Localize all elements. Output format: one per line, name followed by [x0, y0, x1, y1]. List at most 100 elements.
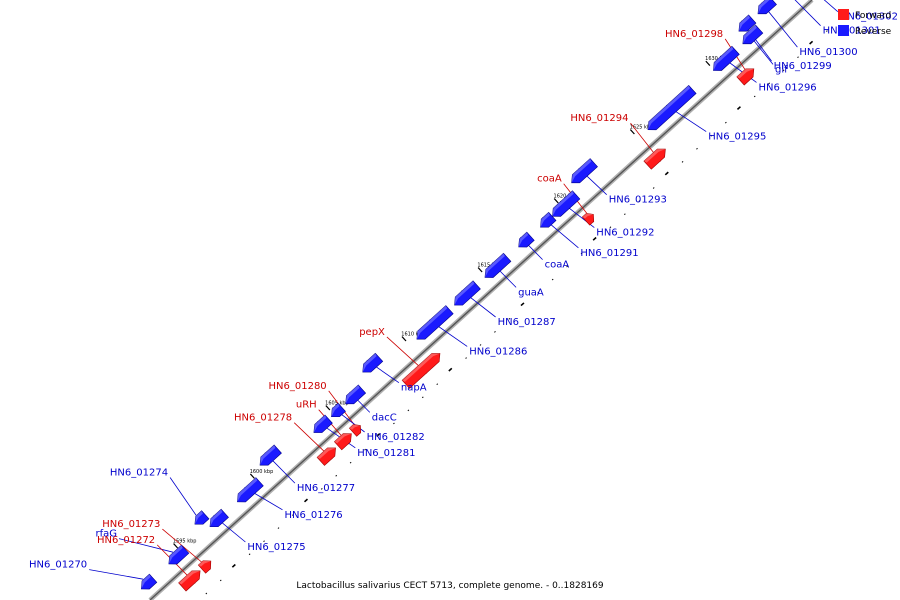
- gene-highlight: [552, 190, 574, 217]
- gene-label: HN6_01287: [498, 317, 556, 328]
- gene-highlight: [313, 415, 327, 433]
- gene-highlight: [334, 433, 352, 444]
- gene-label: pepX: [359, 327, 385, 338]
- gene-highlight: [484, 253, 505, 278]
- gene-highlight: [647, 85, 691, 130]
- gene-reverse-arrow: [362, 352, 384, 373]
- kbp-tick: [401, 336, 407, 342]
- gene-highlight: [198, 560, 211, 567]
- legend: Forward Reverse: [838, 9, 892, 37]
- gene-highlight: [402, 353, 440, 382]
- scale-tick-minor: [652, 187, 655, 189]
- gene-body: [416, 305, 454, 340]
- gene-features: [140, 0, 777, 592]
- kbp-tick-label: 1615 kbp: [477, 263, 501, 269]
- scale-tick-minor: [465, 357, 467, 359]
- gene-reverse-arrow: [742, 24, 764, 45]
- gene-body: [454, 280, 481, 306]
- gene-highlight: [331, 403, 340, 417]
- scale-tick-minor: [436, 383, 439, 386]
- legend-forward-label: Forward: [855, 11, 891, 21]
- gene-body: [581, 212, 595, 226]
- gene-reverse-arrow: [647, 84, 697, 131]
- gene-label: coaA: [537, 174, 562, 185]
- scale-tick-minor: [782, 69, 785, 72]
- gene-leader-line: [89, 569, 144, 580]
- gene-reverse-arrow: [331, 402, 346, 418]
- gene-reverse-arrow: [540, 211, 557, 228]
- scale-tick-minor: [638, 200, 641, 202]
- gene-label: HN6_01270: [29, 560, 87, 571]
- gene-highlight: [416, 305, 448, 340]
- gene-label: dacC: [372, 412, 397, 423]
- gene-highlight: [518, 232, 529, 247]
- gene-highlight: [757, 0, 771, 14]
- scale-tick-minor: [277, 527, 280, 529]
- gene-body: [237, 477, 264, 503]
- kbp-tick: [705, 60, 711, 66]
- gene-forward-arrow: [348, 424, 362, 437]
- gene-body: [333, 433, 352, 451]
- gene-label: napA: [401, 383, 427, 394]
- gene-label: HN6_01291: [580, 248, 638, 259]
- scale-tick-minor: [364, 448, 366, 451]
- scale-tick-minor: [335, 474, 338, 477]
- gene-reverse-arrow: [571, 158, 598, 184]
- gene-reverse-arrow: [209, 508, 229, 528]
- scale-tick-major: [520, 302, 525, 307]
- gene-body: [178, 570, 201, 592]
- scale-tick-minor: [349, 461, 352, 464]
- gene-highlight: [178, 570, 201, 585]
- scale-tick-major: [448, 367, 453, 372]
- scale-tick-minor: [421, 396, 424, 399]
- gene-body: [713, 45, 740, 71]
- gene-label: HN6_01276: [285, 510, 343, 521]
- kbp-tick: [173, 543, 179, 549]
- tick-labels: 1595 kbp 1600 kbp 1605 kbp 1610 kbp 1615 kbp…: [173, 56, 729, 544]
- minor-ticks: [205, 30, 828, 595]
- scale-tick-minor: [768, 82, 771, 85]
- gene-label: HN6_01298: [665, 29, 723, 40]
- scale-tick-minor: [537, 291, 540, 294]
- scale-tick-minor: [753, 95, 756, 98]
- scale-tick-minor: [623, 213, 626, 216]
- gene-body: [168, 544, 190, 565]
- gene-highlight: [362, 353, 377, 373]
- gene-highlight: [454, 280, 475, 306]
- gene-forward-arrow: [643, 148, 666, 170]
- gene-body: [643, 148, 666, 170]
- gene-reverse-arrow: [552, 190, 581, 217]
- scale-tick-minor: [292, 514, 294, 516]
- kbp-tick: [477, 267, 483, 273]
- gene-reverse-arrow: [313, 414, 333, 433]
- scale-tick-minor: [407, 409, 410, 412]
- scale-tick-minor: [205, 592, 208, 595]
- gene-body: [313, 414, 333, 433]
- gene-reverse-arrow: [454, 280, 481, 306]
- gene-body: [571, 158, 598, 184]
- kbp-tick: [249, 473, 255, 479]
- gene-highlight: [260, 444, 276, 466]
- scale-tick-minor: [263, 540, 265, 543]
- gene-leader-line: [794, 0, 821, 26]
- gene-reverse-arrow: [416, 305, 454, 340]
- scale-tick-minor: [479, 344, 482, 346]
- gene-body: [209, 508, 229, 528]
- gene-body: [518, 231, 535, 248]
- scale-tick-major: [303, 498, 309, 503]
- scale-tick-minor: [219, 579, 222, 582]
- scale-tick-major: [809, 40, 814, 45]
- gene-label: HN6_01299: [774, 61, 832, 72]
- gene-label: HN6_01302: [840, 12, 898, 23]
- kbp-tick-label: 1625 kbp: [630, 125, 654, 131]
- gene-body: [316, 447, 336, 466]
- gene-label: HN6_01293: [609, 195, 667, 206]
- gene-highlight: [349, 424, 361, 430]
- gene-highlight: [141, 574, 151, 589]
- gene-highlight: [237, 477, 258, 502]
- scale-tick-minor: [826, 30, 828, 32]
- gene-body: [362, 352, 384, 373]
- gene-body: [345, 384, 367, 405]
- scale-tick-minor: [609, 226, 612, 229]
- gene-body: [401, 353, 441, 389]
